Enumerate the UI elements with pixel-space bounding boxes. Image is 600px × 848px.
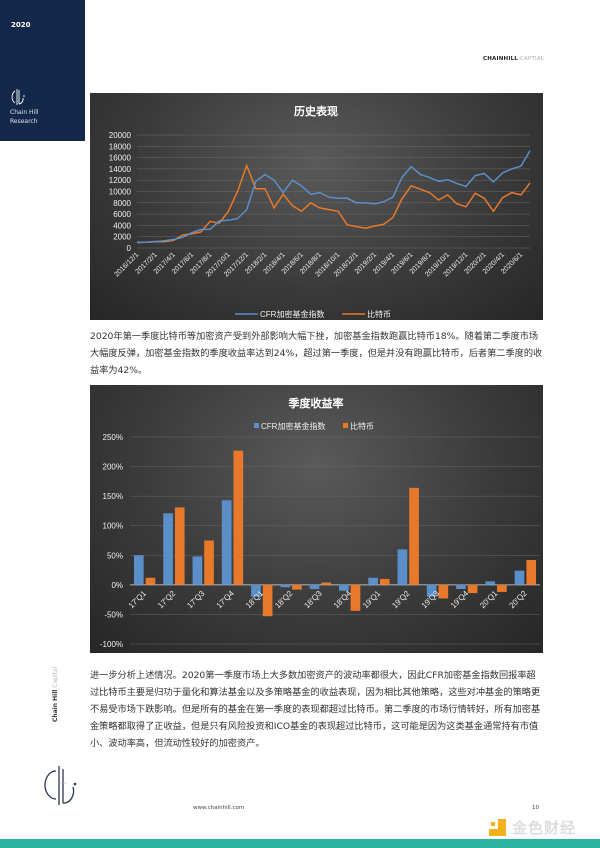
bar-btc [526,560,537,585]
category-label: 18'Q2 [273,589,295,611]
page-number: 10 [532,805,539,811]
category-label: 20'Q1 [478,589,500,611]
sidebar-brand: Chain Hill Research [10,108,39,126]
category-label: 17'Q2 [156,589,178,611]
bar-cfr [514,570,525,585]
history-chart-svg: 历史表现 0 2000 4000 6000 8000 10000 12000 14000 1600… [109,104,531,319]
brand-light: CAPTIAL [519,56,545,62]
bar-cfr [397,549,408,585]
vertical-brand-light: Capital [52,666,59,688]
bar-cfr [192,556,203,585]
y-tick-label: 0% [111,581,123,590]
legend-label-btc: 比特币 [350,421,374,431]
category-label: 17'Q3 [185,589,207,611]
report-year: 2020 [11,21,31,29]
bar-cfr [456,584,466,589]
category-label: 18'Q1 [244,589,266,611]
bar-btc [292,584,302,590]
bar-cfr [338,584,349,591]
y-tick-label: -50% [104,610,123,619]
bar-btc [409,487,419,585]
category-label: 19'Q1 [361,589,383,611]
brand-bold: CHAINHILL [483,56,519,62]
category-label: 17'Q4 [215,589,237,611]
y-tick-label: 8000 [113,199,131,208]
y-tick-label: 0 [127,244,132,253]
y-tick-label: 200% [103,463,123,472]
bar-btc [145,577,156,585]
bar-cfr [368,577,378,585]
paragraph-analysis: 进一步分析上述情况。2020第一季度市场上大多数加密资产的波动率都很大，因此CF… [90,670,541,749]
bar-cfr [426,584,437,597]
bar-btc [350,584,361,611]
chain-hill-logo-icon [44,766,77,805]
y-tick-label: 250% [103,433,123,442]
y-tick-label: 100% [103,522,123,531]
watermark-text: 金色财经 [512,819,577,837]
y-tick-label: 6000 [113,210,131,219]
footer-teal-bar [0,839,600,848]
category-label: 18'Q3 [302,589,324,611]
footer-url-link[interactable]: www.chainhill.com [193,805,245,811]
bar-btc [262,584,273,617]
category-label: 19'Q3 [420,589,442,611]
series-line-cfr [137,150,531,244]
bar-cfr [485,581,496,585]
legend-swatch-cfr [254,423,259,428]
y-tick-label: 20000 [109,131,132,140]
y-tick-label: 50% [107,551,123,560]
history-line-chart: 历史表现 0 2000 4000 6000 8000 10000 12000 14000 1600… [90,93,543,320]
bar-cfr [163,513,173,585]
watermark: 金色财经 [488,817,576,838]
bar-btc [174,507,185,585]
bar-btc [497,584,507,592]
bar-cfr [221,500,232,585]
vertical-brand-bold: Chain Hill [52,689,59,722]
brand-line1: Chain Hill [10,109,39,116]
sidebar-banner: 2020 Chain Hill Research [0,0,85,141]
legend-label-btc: 比特币 [367,309,391,319]
jinse-logo-icon [489,818,506,836]
vertical-brand: Chain Hill Capital [52,667,59,722]
y-tick-label: 12000 [109,176,132,185]
bar-btc [233,450,244,585]
y-tick-label: 10000 [109,188,132,197]
paragraph-q1-q2-summary: 2020年第一季度比特币等加密资产受到外部影响大幅下挫，加密基金指数跑赢比特币1… [90,331,543,376]
legend-label-cfr: CFR加密基金指数 [261,421,325,431]
chart-title: 季度收益率 [288,396,344,410]
y-tick-label: 2000 [113,233,131,242]
category-label: 19'Q4 [449,589,471,611]
y-tick-label: 16000 [109,154,132,163]
quarterly-return-bar-chart: 季度收益率 CFR加密基金指数 比特币 -100% -50% 0% 50% 100% 150% 2… [90,385,543,653]
category-label: 17'Q1 [127,589,149,611]
legend-swatch-btc [343,423,348,428]
legend-label-cfr: CFR加密基金指数 [260,309,324,319]
category-label: 18'Q4 [332,589,354,611]
y-tick-label: 14000 [109,165,132,174]
bar-btc [467,584,478,594]
bar-btc [379,578,390,585]
bar-cfr [309,584,320,589]
bar-btc [204,540,214,585]
x-tick-label: 2016/12/1 [113,251,140,278]
bar-cfr [280,584,291,588]
category-label: 20'Q2 [507,589,529,611]
chart-title: 历史表现 [294,104,338,118]
header-brand: CHAINHILL CAPTIAL [483,56,544,62]
y-tick-label: 150% [103,492,123,501]
y-tick-label: 4000 [113,221,131,230]
bar-btc [438,584,449,599]
bar-cfr [133,555,144,585]
chain-hill-logo-icon [11,89,25,105]
brand-line2: Research [10,118,38,125]
bar-cfr [251,584,261,597]
y-tick-label: 18000 [109,142,132,151]
quarterly-chart-svg: 季度收益率 CFR加密基金指数 比特币 -100% -50% 0% 50% 100% 150% 2… [100,396,540,649]
bar-btc [321,582,332,585]
category-label: 19'Q2 [390,589,412,611]
y-tick-label: -100% [100,640,123,649]
